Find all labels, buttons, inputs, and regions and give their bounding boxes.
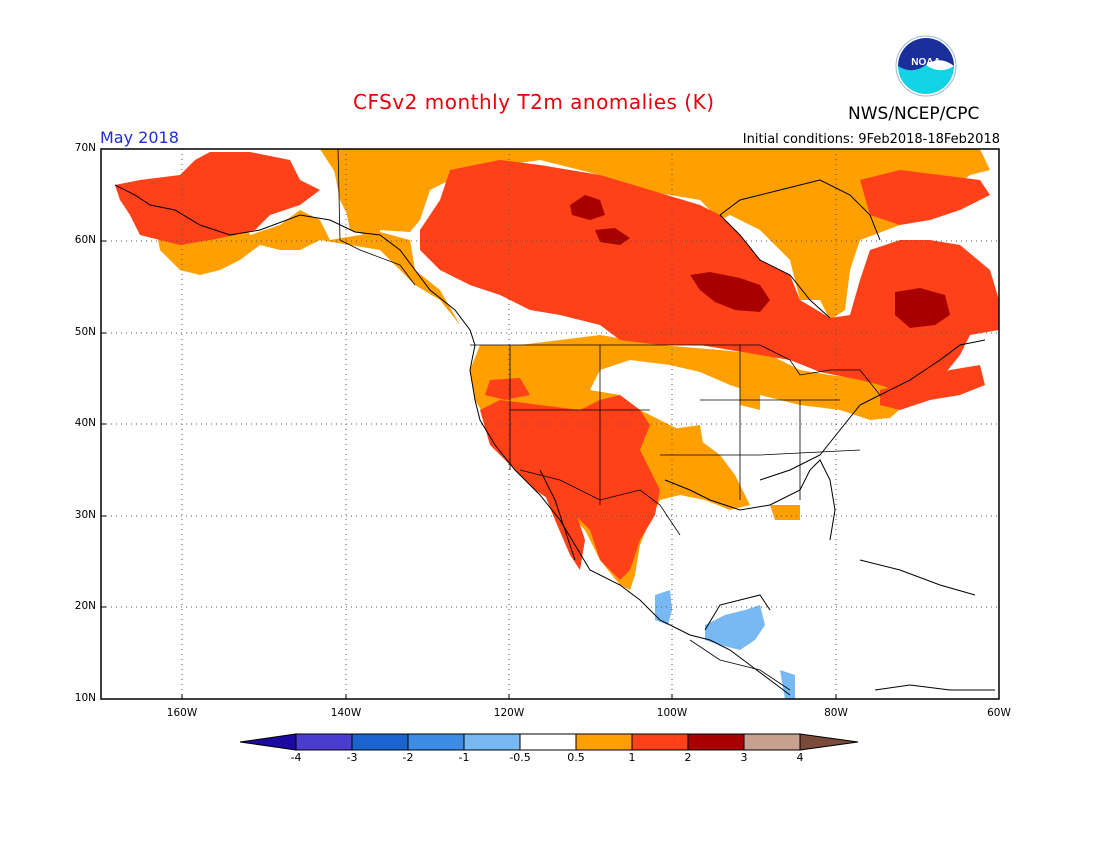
- colorbar-cell: [631, 733, 689, 751]
- political-boundaries: [337, 149, 881, 691]
- colorbar-cell: [519, 733, 577, 751]
- lon-label: 60W: [987, 707, 1011, 719]
- agency-label: NWS/NCEP/CPC: [848, 104, 980, 124]
- colorbar-tick: -1: [458, 751, 470, 764]
- lat-label: 40N: [74, 417, 96, 429]
- axis-ticks: [101, 148, 837, 699]
- colorbar-cell: [463, 733, 521, 751]
- colorbar: [239, 733, 859, 751]
- colorbar-cell: [687, 733, 745, 751]
- title: CFSv2 monthly T2m anomalies (K): [353, 90, 715, 114]
- colorbar-tick: 4: [796, 751, 804, 764]
- logo-text: NOAA: [911, 57, 940, 68]
- colorbar-tick: 3: [740, 751, 748, 764]
- lat-label: 60N: [74, 234, 96, 246]
- colorbar-tick: -4: [290, 751, 302, 764]
- colorbar-arrow-high: [799, 733, 859, 751]
- lat-label: 50N: [74, 326, 96, 338]
- lon-label: 80W: [824, 707, 848, 719]
- colorbar-arrow-low: [239, 733, 297, 751]
- colorbar-tick: 0.5: [567, 751, 585, 764]
- lon-label: 100W: [656, 707, 688, 719]
- gridlines: [101, 149, 999, 699]
- colorbar-tick: -0.5: [509, 751, 531, 764]
- colorbar-tick: 2: [684, 751, 692, 764]
- colorbar-cell: [743, 733, 801, 751]
- anomaly-neg1-neg0.5-regions: [655, 590, 795, 699]
- colorbar-cell: [575, 733, 633, 751]
- lat-label: 10N: [74, 692, 96, 704]
- lat-label: 20N: [74, 600, 96, 612]
- lon-label: 160W: [166, 707, 198, 719]
- noaa-logo: NOAA: [895, 35, 957, 97]
- initial-conditions: Initial conditions: 9Feb2018-18Feb2018: [742, 132, 1000, 147]
- colorbar-cell: [295, 733, 353, 751]
- colorbar-tick: -2: [402, 751, 414, 764]
- anomaly-2-3-regions: [570, 195, 950, 328]
- forecast-month: May 2018: [100, 128, 179, 147]
- lat-label: 30N: [74, 509, 96, 521]
- coastlines: [114, 179, 995, 696]
- lon-label: 140W: [330, 707, 362, 719]
- colorbar-tick: 1: [628, 751, 636, 764]
- colorbar-cell: [351, 733, 409, 751]
- colorbar-tick: -3: [346, 751, 358, 764]
- colorbar-cell: [407, 733, 465, 751]
- lat-label: 70N: [74, 142, 96, 154]
- lon-label: 120W: [493, 707, 525, 719]
